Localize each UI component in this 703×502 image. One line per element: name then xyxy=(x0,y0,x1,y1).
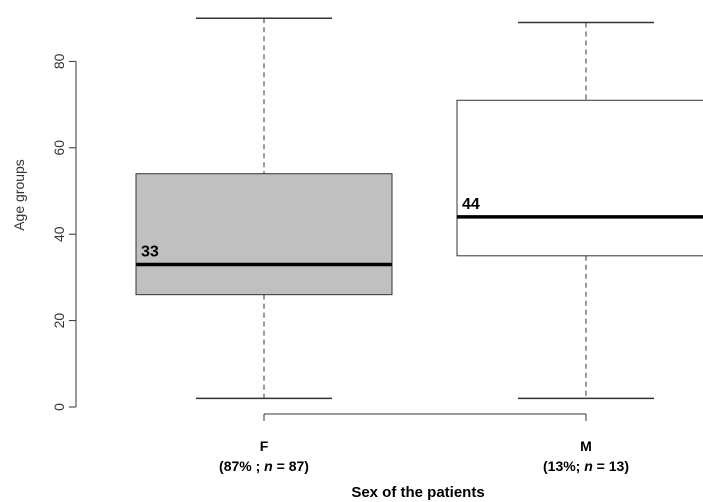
box-m: 44 M (13%; n = 13) xyxy=(456,21,703,474)
y-axis-label: Age groups xyxy=(11,159,27,231)
category-subtitle: (13%; n = 13) xyxy=(543,458,629,474)
y-tick-label: 0 xyxy=(51,403,67,411)
box-f: 33 F (87% ; n = 87) xyxy=(135,17,393,474)
y-tick-label: 60 xyxy=(51,140,67,156)
category-subtitle: (87% ; n = 87) xyxy=(219,458,309,474)
category-label: F xyxy=(260,438,269,454)
x-axis-label: Sex of the patients xyxy=(351,484,484,501)
median-label: 33 xyxy=(141,243,159,260)
box-group: 33 F (87% ; n = 87) 44 M (13%; n = 13) xyxy=(135,17,703,474)
iqr-box xyxy=(135,173,393,296)
x-axis-ticks xyxy=(263,414,587,421)
y-axis-ticks: 0 20 40 60 80 xyxy=(51,53,76,411)
y-tick-label: 80 xyxy=(51,53,67,69)
median-label: 44 xyxy=(462,196,480,213)
iqr-box xyxy=(456,99,703,257)
category-label: M xyxy=(580,438,592,454)
y-tick-label: 40 xyxy=(51,226,67,242)
y-tick-label: 20 xyxy=(51,313,67,329)
